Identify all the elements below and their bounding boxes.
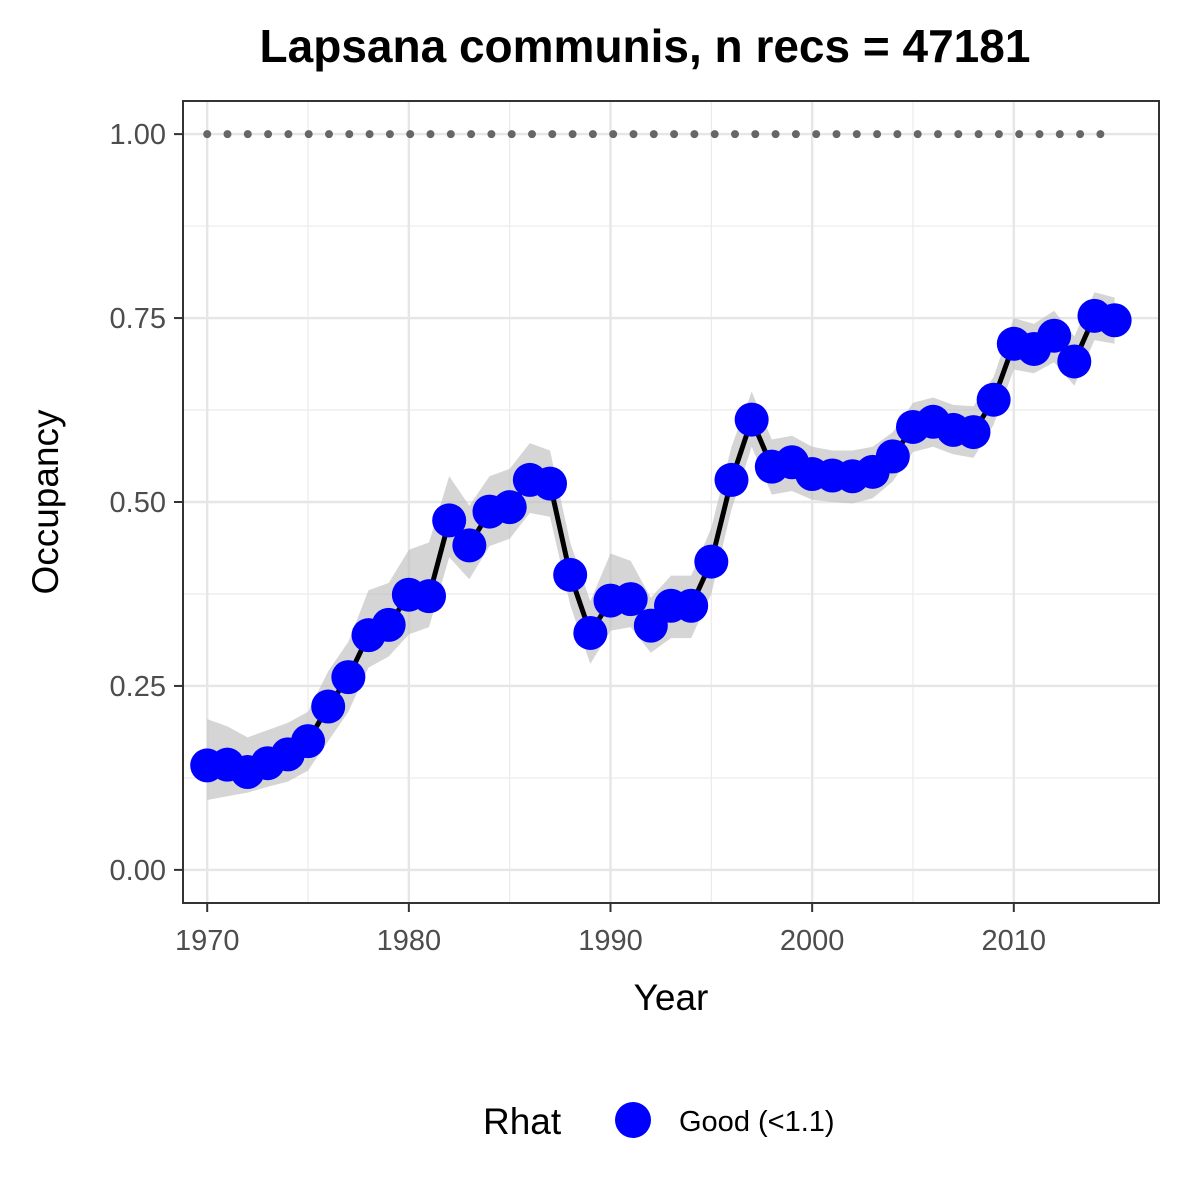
data-point [291,724,326,759]
legend: Rhat Good (<1.1) [483,1101,835,1142]
y-tick-label: 0.00 [110,855,166,887]
data-point [613,582,648,617]
y-tick-label: 0.75 [110,303,166,335]
data-point [553,557,588,592]
data-point [533,466,568,501]
data-point [734,402,769,437]
data-point [412,579,447,614]
data-points-layer [190,298,1132,790]
data-point [573,615,608,650]
x-tick-label: 1980 [377,925,442,957]
y-axis: 0.00 0.25 0.50 0.75 1.00 [110,119,183,887]
legend-swatch-good [615,1102,651,1138]
data-point [1057,344,1092,379]
data-point [956,415,991,450]
data-point [694,544,729,579]
data-point [875,439,910,474]
y-tick-label: 1.00 [110,119,166,151]
legend-label-good: Good (<1.1) [679,1106,835,1138]
x-tick-label: 2000 [780,925,845,957]
x-tick-label: 2010 [982,925,1047,957]
chart-title: Lapsana communis, n recs = 47181 [260,20,1031,72]
x-tick-label: 1970 [175,925,240,957]
data-point [331,660,366,695]
data-point [674,588,709,623]
x-axis: 1970 1980 1990 2000 2010 [175,903,1046,957]
data-point [311,689,346,724]
x-tick-label: 1990 [578,925,643,957]
data-point [492,490,527,525]
data-point [1097,303,1132,338]
data-point [452,528,487,563]
data-point [371,607,406,642]
legend-title: Rhat [483,1101,562,1142]
data-point [976,382,1011,417]
x-axis-title: Year [634,977,709,1018]
data-point [714,462,749,497]
data-point [432,503,467,538]
y-axis-title: Occupancy [25,409,66,595]
y-tick-label: 0.25 [110,671,166,703]
data-point [1037,318,1072,353]
y-tick-label: 0.50 [110,487,166,519]
